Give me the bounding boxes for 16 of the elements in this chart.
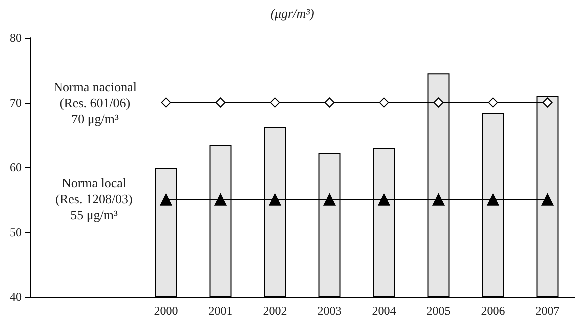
x-tick-label: 2004 bbox=[372, 304, 396, 318]
legend-label: Norma nacional (Res. 601/06) 70 μg/m³ bbox=[54, 79, 138, 126]
text: Norma local (Res. 1208/03) 55 μg/m³ bbox=[56, 175, 133, 222]
y-tick-label: 50 bbox=[10, 225, 22, 240]
x-tick-label: 2007 bbox=[536, 304, 560, 318]
y-tick-label: 70 bbox=[10, 96, 22, 110]
x-tick-label: 2001 bbox=[208, 304, 233, 318]
x-tick-label: 2000 bbox=[154, 304, 178, 318]
y-tick-label: 40 bbox=[10, 290, 22, 304]
x-tick-label: 2006 bbox=[481, 304, 506, 318]
chart-title: (μgr/m³) bbox=[270, 6, 314, 21]
x-tick-label: 2005 bbox=[426, 304, 451, 318]
y-tick-label: 80 bbox=[10, 31, 22, 45]
x-tick-label: 2002 bbox=[263, 304, 288, 318]
y-tick-label: 60 bbox=[10, 160, 22, 174]
x-tick-label: 2003 bbox=[318, 304, 342, 318]
